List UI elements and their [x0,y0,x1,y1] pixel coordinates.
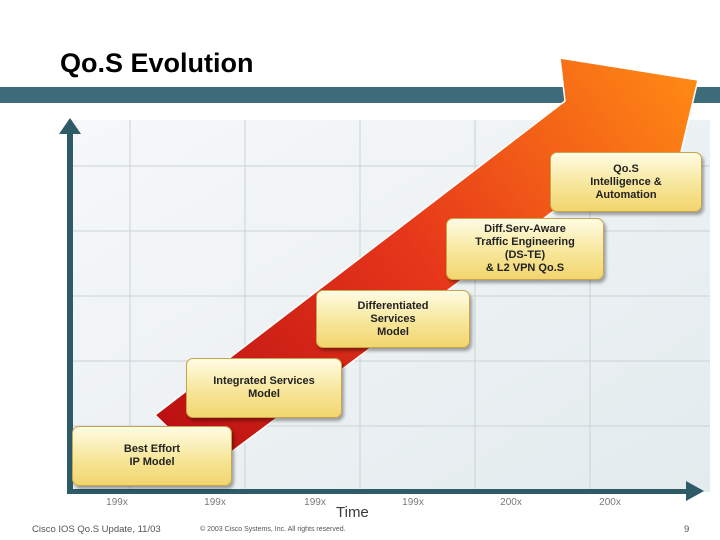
page-number: 9 [684,524,690,535]
x-axis-label: Time [336,504,369,521]
x-tick-label: 199x [106,497,128,508]
x-tick-label: 200x [599,497,621,508]
step-differentiated-services: Differentiated Services Model [316,290,470,348]
step-qos-intelligence: Qo.S Intelligence & Automation [550,152,702,212]
y-axis [67,126,73,494]
footer-copyright: © 2003 Cisco Systems, Inc. All rights re… [200,526,346,533]
y-axis-arrowhead [59,118,81,134]
step-diffserv-aware-te: Diff.Serv-Aware Traffic Engineering (DS-… [446,218,604,280]
slide-title: Qo.S Evolution [60,48,254,78]
header-band [0,87,720,103]
x-tick-label: 199x [204,497,226,508]
step-best-effort: Best Effort IP Model [72,426,232,486]
x-tick-label: 199x [402,497,424,508]
x-axis [67,489,687,494]
step-integrated-services: Integrated Services Model [186,358,342,418]
x-tick-label: 199x [304,497,326,508]
footer-presentation-title: Cisco IOS Qo.S Update, 11/03 [32,524,161,535]
x-axis-arrowhead [686,481,704,501]
x-tick-label: 200x [500,497,522,508]
